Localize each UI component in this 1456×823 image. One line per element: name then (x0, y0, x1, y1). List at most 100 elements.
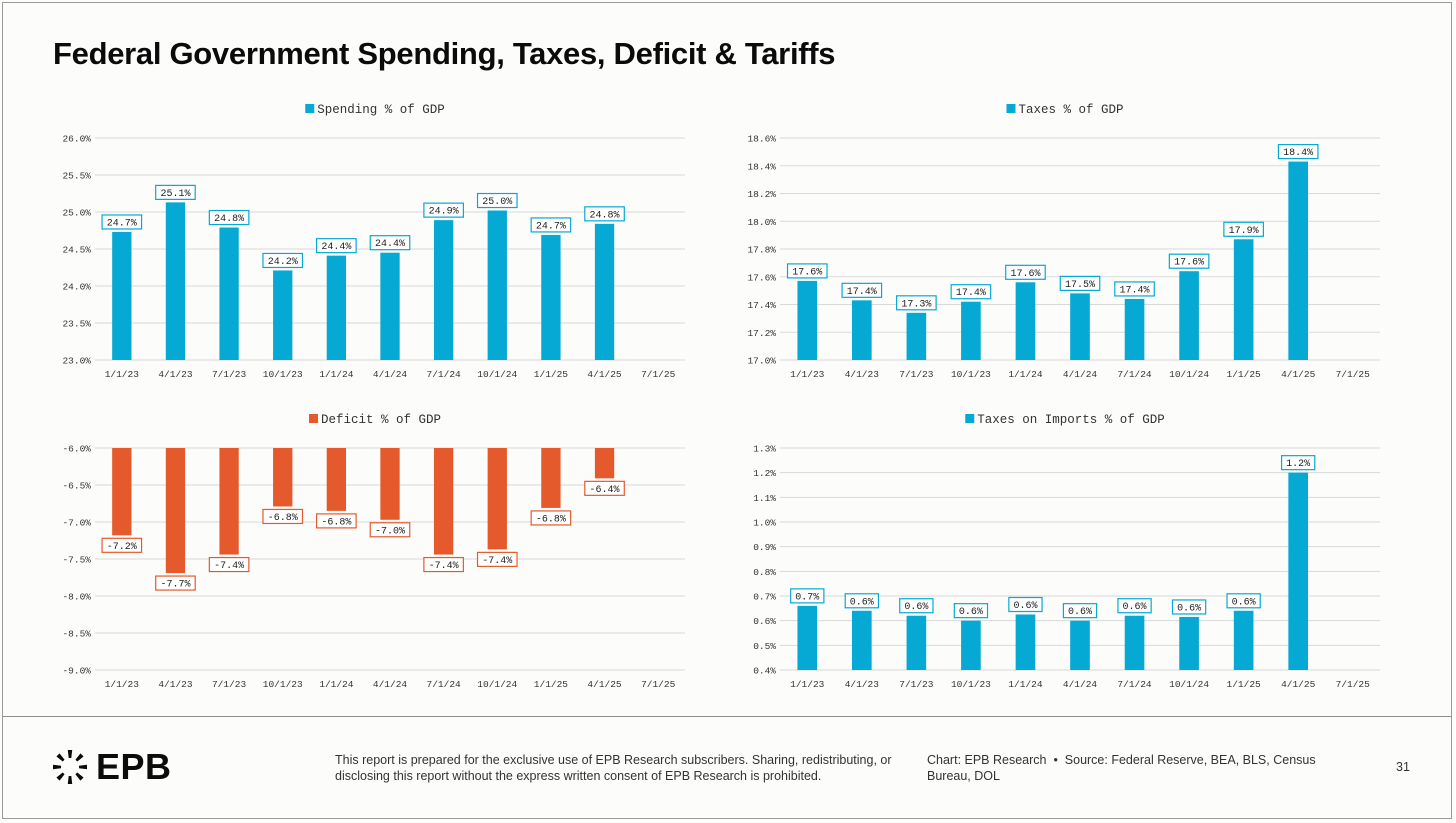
data-label: 0.6% (1117, 598, 1152, 614)
data-label: 0.7% (790, 588, 825, 604)
data-label-box (208, 556, 250, 573)
y-tick-label: 0.5% (753, 641, 776, 652)
bar (487, 210, 507, 360)
x-tick-label: 1/1/23 (790, 679, 825, 690)
x-tick-label: 7/1/23 (212, 679, 247, 690)
data-label-box (1168, 253, 1210, 269)
data-label-text: 17.4% (956, 288, 986, 299)
data-label: 24.2% (262, 252, 304, 269)
data-label-text: -6.8% (268, 513, 298, 524)
data-label-text: 0.6% (850, 597, 874, 608)
data-label: -7.0% (369, 522, 411, 538)
x-tick-label: 7/1/24 (1117, 679, 1152, 690)
data-label: 24.4% (369, 235, 411, 251)
data-label-box (155, 575, 196, 591)
data-label: 0.6% (1062, 603, 1098, 619)
data-label-text: 0.7% (795, 592, 819, 603)
data-label: 17.3% (896, 295, 937, 311)
x-tick-label: 4/1/25 (1281, 369, 1316, 380)
y-tick-label: -7.0% (62, 518, 91, 529)
data-label: 25.0% (476, 192, 518, 209)
legend: Spending % of GDP (305, 103, 445, 117)
y-tick-label: 1.1% (753, 493, 776, 504)
data-label: 25.1% (155, 184, 196, 200)
data-label-text: 0.6% (1232, 597, 1256, 608)
x-tick-label: 7/1/24 (1117, 369, 1152, 380)
starburst-logo-icon (53, 750, 87, 784)
x-tick-label: 1/1/24 (319, 369, 354, 380)
y-tick-label: 1.0% (753, 518, 776, 529)
y-tick-label: 1.2% (753, 468, 776, 479)
data-label-box (1223, 221, 1264, 237)
data-label-box (369, 522, 411, 538)
data-label-text: 17.9% (1229, 226, 1259, 237)
data-label-text: 0.6% (1068, 607, 1092, 618)
bar (1015, 614, 1036, 670)
x-tick-label: 4/1/24 (1063, 369, 1098, 380)
legend-label: Deficit % of GDP (321, 413, 441, 427)
bar (594, 223, 615, 360)
data-label: -6.4% (584, 480, 625, 496)
bar (219, 227, 239, 360)
bar (852, 300, 872, 360)
data-label-box (1114, 281, 1155, 297)
bar (1179, 616, 1199, 670)
taxes-chart: Taxes % of GDP 17.0% 17.2% 17.4% 17.6% 17.8% 1… (747, 103, 1380, 380)
y-tick-label: 26.0% (62, 134, 91, 145)
data-label-box (1280, 455, 1316, 471)
bar (1124, 615, 1145, 670)
x-tick-label: 4/1/25 (587, 679, 622, 690)
legend: Taxes on Imports % of GDP (965, 413, 1165, 427)
bar (906, 615, 927, 670)
data-label-text: 0.6% (1123, 602, 1147, 613)
data-label-box (896, 295, 937, 311)
x-tick-label: 7/1/25 (1336, 369, 1371, 380)
bar (541, 234, 561, 360)
data-label-text: 17.5% (1065, 280, 1095, 291)
y-tick-label: 24.5% (62, 245, 91, 256)
y-tick-label: 17.0% (747, 356, 776, 367)
legend: Deficit % of GDP (309, 413, 441, 427)
x-tick-label: 7/1/25 (1336, 679, 1371, 690)
bar (1288, 472, 1308, 670)
data-label-box (1062, 603, 1098, 619)
data-label-box (530, 217, 572, 233)
data-label-box (369, 235, 411, 251)
x-tick-label: 7/1/24 (427, 369, 462, 380)
x-tick-label: 4/1/23 (845, 679, 880, 690)
epb-logo: EPB (52, 749, 172, 785)
y-tick-label: 23.0% (62, 356, 91, 367)
data-label-box (953, 603, 989, 619)
data-label-box (950, 284, 992, 300)
data-label-box (530, 510, 572, 526)
data-label: 17.6% (1168, 253, 1210, 269)
x-tick-label: 4/1/24 (373, 679, 408, 690)
bar (852, 610, 872, 670)
x-tick-label: 7/1/24 (427, 679, 462, 690)
data-label-box (1171, 599, 1207, 615)
x-tick-label: 10/1/23 (263, 369, 303, 380)
data-label-text: 17.6% (1010, 269, 1040, 280)
data-label: 0.6% (844, 593, 880, 609)
data-label-text: 24.8% (214, 214, 244, 225)
y-tick-label: -8.0% (62, 592, 91, 603)
data-label: -7.4% (423, 556, 464, 573)
y-tick-label: 25.0% (62, 208, 91, 219)
y-tick-label: 18.0% (747, 217, 776, 228)
y-tick-label: -6.5% (62, 481, 91, 492)
bar (541, 448, 561, 508)
data-label-box (316, 513, 357, 529)
bar (273, 270, 293, 360)
y-tick-label: 17.6% (747, 272, 776, 283)
data-label-text: 18.4% (1283, 148, 1313, 159)
data-label-box (262, 252, 304, 269)
data-label-text: 24.2% (268, 257, 298, 268)
x-tick-label: 7/1/25 (641, 679, 676, 690)
data-label: -6.8% (530, 510, 572, 526)
y-tick-label: -9.0% (62, 666, 91, 677)
data-label: 17.6% (1005, 264, 1046, 280)
data-label-box (584, 480, 625, 496)
y-tick-label: 18.2% (747, 189, 776, 200)
data-label: 0.6% (1008, 596, 1043, 613)
